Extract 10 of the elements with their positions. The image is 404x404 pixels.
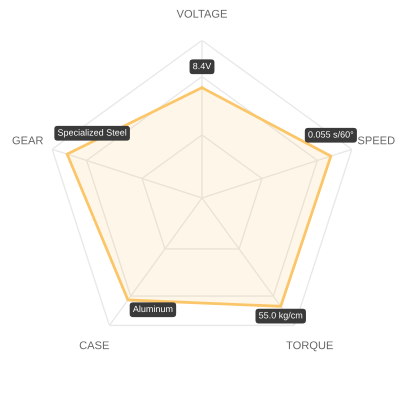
text: 55.0 kg/cm bbox=[259, 312, 302, 320]
text: Specialized Steel bbox=[58, 129, 126, 138]
text: Aluminum bbox=[132, 305, 172, 312]
spoke-label: TORQUE bbox=[286, 341, 333, 352]
spoke-label: VOLTAGE bbox=[176, 10, 227, 18]
spoke-label: CASE bbox=[80, 341, 109, 350]
text: 8.4V bbox=[193, 62, 212, 70]
spoke-label: GEAR bbox=[12, 136, 43, 144]
text: 0.055 s/60° bbox=[308, 131, 354, 138]
spoke-label: SPEED bbox=[358, 136, 395, 144]
